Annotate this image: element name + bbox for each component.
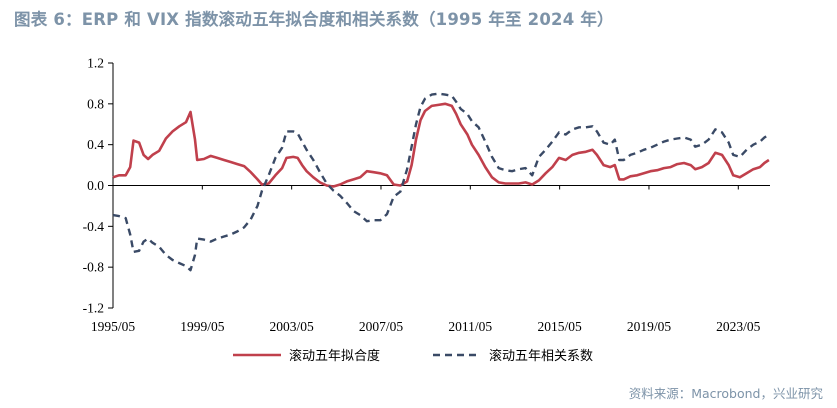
y-tick-label: -1.2 [83,301,104,316]
chart-axes: 1.2 0.8 0.4 0.0 -0.4 -0.8 -1.2 1995/05 1999/05 20… [83,56,770,334]
y-tick-label: 0.0 [87,178,104,193]
y-tick-label: -0.8 [83,260,105,275]
y-tick-label: 0.4 [87,137,104,152]
x-tick-label: 2023/05 [716,319,761,334]
y-tick-label: -0.4 [83,219,105,234]
series-layer [112,92,770,272]
x-tick-label: 1995/05 [91,319,136,334]
x-tick-label: 1999/05 [180,319,225,334]
y-tick-label: 1.2 [87,56,104,71]
series-line-1 [112,102,770,188]
x-tick-label: 2003/05 [270,319,315,334]
x-tick-label: 2019/05 [627,319,672,334]
source-note: 资料来源：Macrobond，兴业研究 [628,386,823,401]
x-tick-label: 2015/05 [538,319,583,334]
legend-label-1: 滚动五年拟合度 [289,348,380,364]
chart-title: 图表 6：ERP 和 VIX 指数滚动五年拟合度和相关系数（1995 年至 20… [14,10,614,29]
x-tick-label: 2007/05 [359,319,404,334]
legend-label-2: 滚动五年相关系数 [489,348,593,364]
y-tick-label: 0.8 [87,96,104,111]
x-tick-label: 2011/05 [448,319,492,334]
chart-legend: 滚动五年拟合度 滚动五年相关系数 [233,348,593,364]
series-line-2 [112,92,770,272]
